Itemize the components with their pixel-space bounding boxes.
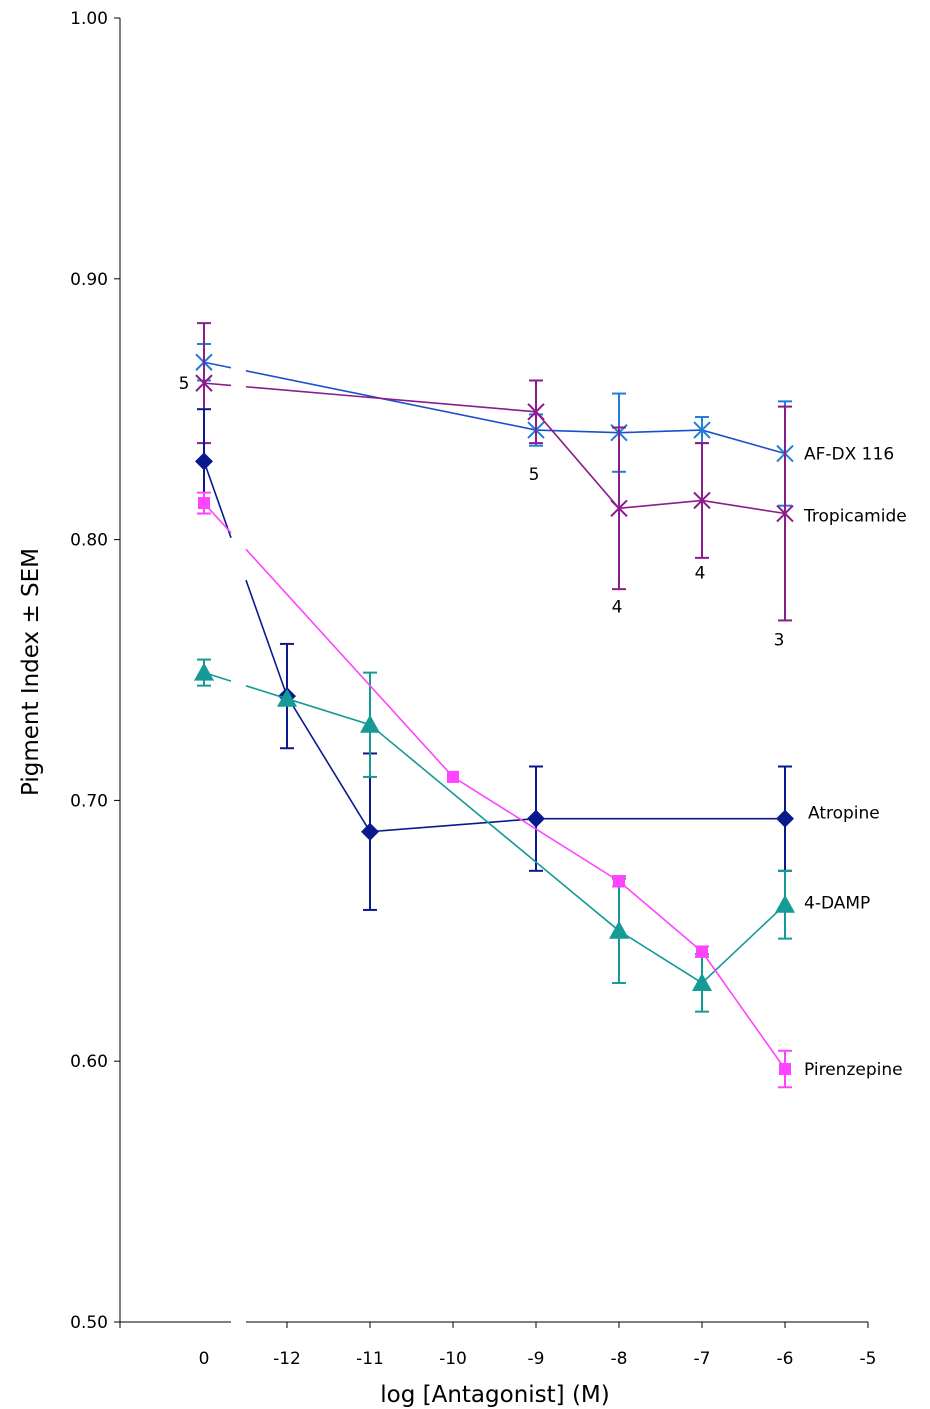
y-tick-label: 0.70 — [70, 791, 108, 811]
af-dx-116-point — [693, 421, 711, 440]
tropicamide-n-label: 5 — [529, 465, 540, 485]
pirenzepine-point — [779, 1063, 791, 1076]
atropine-point — [361, 822, 379, 841]
atropine-line — [203, 461, 785, 833]
y-tick-label: 0.50 — [70, 1313, 108, 1333]
pirenzepine-point — [198, 497, 210, 510]
y-tick-label: 1.00 — [70, 9, 108, 29]
4-damp-point — [277, 688, 297, 707]
4-damp-point — [360, 714, 380, 733]
x-tick-label: -11 — [356, 1349, 384, 1369]
x-tick-label: -10 — [439, 1349, 467, 1369]
tropicamide-n-label: 4 — [695, 563, 706, 583]
tropicamide-point — [527, 402, 545, 421]
tropicamide-series-label: Tropicamide — [803, 507, 907, 527]
axes: 1.00 0.90 0.80 0.70 0.60 0.50 0 -12 -11 -10 -9 -8 -7… — [70, 9, 876, 1369]
tropicamide-point — [776, 504, 794, 523]
tropicamide-point — [693, 491, 711, 510]
4-damp-point — [194, 662, 214, 681]
y-tick-label: 0.60 — [70, 1052, 108, 1072]
af-dx-116-series-label: AF-DX 116 — [804, 445, 894, 465]
tropicamide-line — [203, 382, 786, 515]
series-layer — [194, 322, 795, 1089]
atropine-point — [195, 452, 213, 471]
pirenzepine-point — [447, 770, 459, 783]
tropicamide-n-label: 4 — [612, 597, 623, 617]
x-tick-label: -8 — [611, 1349, 628, 1369]
atropine-point — [527, 809, 545, 828]
pirenzepine-point — [613, 875, 625, 888]
x-axis-title: log [Antagonist] (M) — [380, 1382, 609, 1408]
labels-layer: AF-DX 116 5 5 4 4 3 Tropicamide Atropine 4-DAMP P… — [179, 374, 907, 1080]
x-tick-label: -12 — [273, 1349, 301, 1369]
tropicamide-point — [195, 374, 213, 393]
x-tick-label: -7 — [694, 1349, 711, 1369]
4-damp-point — [775, 894, 795, 913]
4-damp-point — [692, 972, 712, 991]
y-tick-label: 0.90 — [70, 270, 108, 290]
x-tick-label: 0 — [199, 1349, 210, 1369]
tropicamide-point — [610, 499, 628, 518]
atropine-series-label: Atropine — [808, 804, 880, 824]
tropicamide-n-label: 3 — [774, 631, 785, 651]
4-damp-point — [609, 920, 629, 939]
4-damp-line — [203, 671, 786, 984]
4-damp-series-label: 4-DAMP — [804, 894, 870, 914]
x-tick-label: -9 — [528, 1349, 545, 1369]
tropicamide-n-label: 5 — [179, 374, 190, 394]
pirenzepine-series-label: Pirenzepine — [804, 1060, 903, 1080]
y-axis-title: Pigment Index ± SEM — [18, 548, 44, 796]
pirenzepine-point — [696, 945, 708, 958]
y-tick-label: 0.80 — [70, 531, 108, 551]
x-tick-label: -5 — [860, 1349, 877, 1369]
x-tick-label: -6 — [777, 1349, 794, 1369]
atropine-point — [776, 809, 794, 828]
